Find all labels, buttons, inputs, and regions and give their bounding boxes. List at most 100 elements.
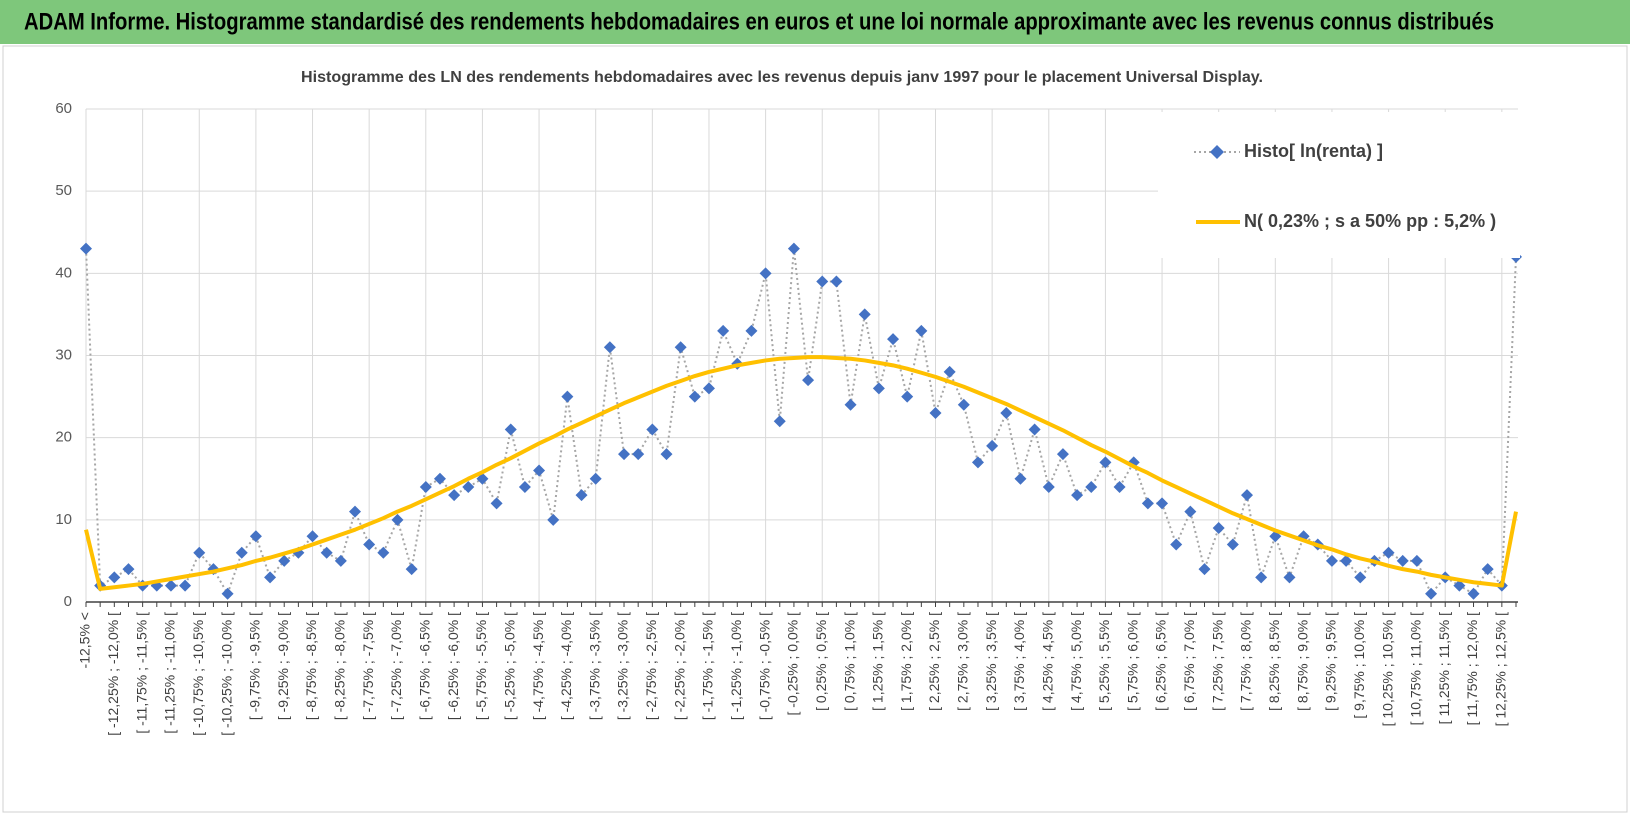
data-point (1099, 456, 1112, 469)
data-point (1255, 571, 1268, 584)
x-tick-label: [ 6,75% ; 7,0% [ (1181, 612, 1197, 711)
data-point (1156, 497, 1169, 510)
data-point (971, 456, 984, 469)
data-point (1198, 563, 1211, 576)
data-point (1325, 554, 1338, 567)
x-tick-label: [ -9,75% ; -9,5% [ (247, 612, 263, 720)
data-point (1000, 407, 1013, 420)
x-tick-label: [ 6,25% ; 6,5% [ (1153, 612, 1169, 711)
data-point (1240, 489, 1253, 502)
data-point (872, 382, 885, 395)
data-point (986, 439, 999, 452)
x-tick-label: [ 3,25% ; 3,5% [ (983, 612, 999, 711)
x-tick-label: [ -8,75% ; -8,5% [ (303, 612, 319, 720)
data-point (1453, 579, 1466, 592)
data-point (1113, 480, 1126, 493)
data-point (844, 398, 857, 411)
x-tick-label: [ 10,25% ; 10,5% [ (1379, 612, 1395, 727)
x-tick-label: [ 2,25% ; 2,5% [ (926, 612, 942, 711)
x-tick-label: [ 0,75% ; 1,0% [ (841, 612, 857, 711)
data-point (448, 489, 461, 502)
header-bar (0, 0, 1630, 44)
x-tick-label: [ 7,75% ; 8,0% [ (1238, 612, 1254, 711)
data-point (547, 513, 560, 526)
x-tick-label: [ 9,75% ; 10,0% [ (1351, 612, 1367, 719)
data-point (518, 480, 531, 493)
x-tick-label: [ 12,25% ; 12,5% [ (1493, 612, 1509, 727)
x-tick-label: [ -7,75% ; -7,5% [ (360, 612, 376, 720)
data-point (816, 275, 829, 288)
data-point (278, 554, 291, 567)
data-point (490, 497, 503, 510)
x-tick-label: [ -9,25% ; -9,0% [ (275, 612, 291, 720)
legend-label: Histo[ ln(renta) ] (1244, 141, 1383, 161)
data-point (1226, 538, 1239, 551)
series-line (84, 355, 1518, 591)
x-tick-label: [ 8,75% ; 9,0% [ (1294, 612, 1310, 711)
data-point (249, 530, 262, 543)
data-point (674, 341, 687, 354)
data-point (646, 423, 659, 436)
x-tick-label: [ -0,75% ; -0,5% [ (756, 612, 772, 720)
x-tick-label: [ -11,25% ; -11,0% [ (162, 612, 178, 734)
data-point (1014, 472, 1027, 485)
data-point (235, 546, 248, 559)
data-point (419, 480, 432, 493)
x-tick-label: [ 1,75% ; 2,0% [ (898, 612, 914, 711)
x-tick-label: [ 11,25% ; 11,5% [ (1436, 612, 1452, 724)
x-tick-label: [ -0,25% ; 0,0% [ (785, 612, 801, 716)
x-tick-label: [ -1,75% ; -1,5% [ (700, 612, 716, 720)
data-point (1170, 538, 1183, 551)
chart-frame (2, 45, 1628, 813)
page-title: ADAM Informe. Histogramme standardisé de… (24, 8, 1494, 35)
data-point (533, 464, 546, 477)
x-tick-label: [ 5,75% ; 6,0% [ (1124, 612, 1140, 711)
x-tick-label: [ -10,25% ; -10,0% [ (218, 612, 234, 736)
plot-area: 0 10 20 30 40 50 60 -12,5% < [ -12,25% ; -12,0% … (55, 100, 1522, 736)
data-point (433, 472, 446, 485)
data-point (504, 423, 517, 436)
data-point (1340, 554, 1353, 567)
data-point (193, 546, 206, 559)
data-point (915, 324, 928, 337)
data-point (405, 563, 418, 576)
data-point (1425, 587, 1438, 600)
data-point (858, 308, 871, 321)
x-tick-label: [ 8,25% ; 8,5% [ (1266, 612, 1282, 711)
data-point (179, 579, 192, 592)
data-point (632, 448, 645, 461)
x-tick-label: [ 5,25% ; 5,5% [ (1096, 612, 1112, 711)
y-tick-label: 20 (55, 429, 72, 446)
x-tick-label: [ -3,75% ; -3,5% [ (586, 612, 602, 720)
x-tick-label: [ -6,25% ; -6,0% [ (445, 612, 461, 720)
x-tick-label: [ -4,25% ; -4,0% [ (558, 612, 574, 720)
x-tick-label: -12,5% < (77, 612, 93, 668)
data-point (1184, 505, 1197, 518)
x-tick-label: [ 4,75% ; 5,0% [ (1068, 612, 1084, 711)
data-point (688, 390, 701, 403)
x-tick-label: [ -2,25% ; -2,0% [ (671, 612, 687, 720)
x-tick-label: [ 2,75% ; 3,0% [ (955, 612, 971, 711)
data-point (702, 382, 715, 395)
x-tick-label: [ -10,75% ; -10,5% [ (190, 612, 206, 736)
data-point (462, 480, 475, 493)
data-point (929, 407, 942, 420)
data-point (943, 365, 956, 378)
data-point (1382, 546, 1395, 559)
x-tick-label: [ 0,25% ; 0,5% [ (813, 612, 829, 711)
data-point (164, 579, 177, 592)
data-point (802, 374, 815, 387)
data-point (1410, 554, 1423, 567)
data-point (1056, 448, 1069, 461)
x-tick-label: [ 3,75% ; 4,0% [ (1011, 612, 1027, 711)
data-point (561, 390, 574, 403)
data-point (363, 538, 376, 551)
x-tick-label: [ -4,75% ; -4,5% [ (530, 612, 546, 720)
data-point (1283, 571, 1296, 584)
data-point (320, 546, 333, 559)
x-tick-label: [ -5,75% ; -5,5% [ (473, 612, 489, 720)
data-point (391, 513, 404, 526)
x-tick-label: [ -11,75% ; -11,5% [ (133, 612, 149, 734)
data-point (618, 448, 631, 461)
x-tick-label: [ -5,25% ; -5,0% [ (501, 612, 517, 720)
